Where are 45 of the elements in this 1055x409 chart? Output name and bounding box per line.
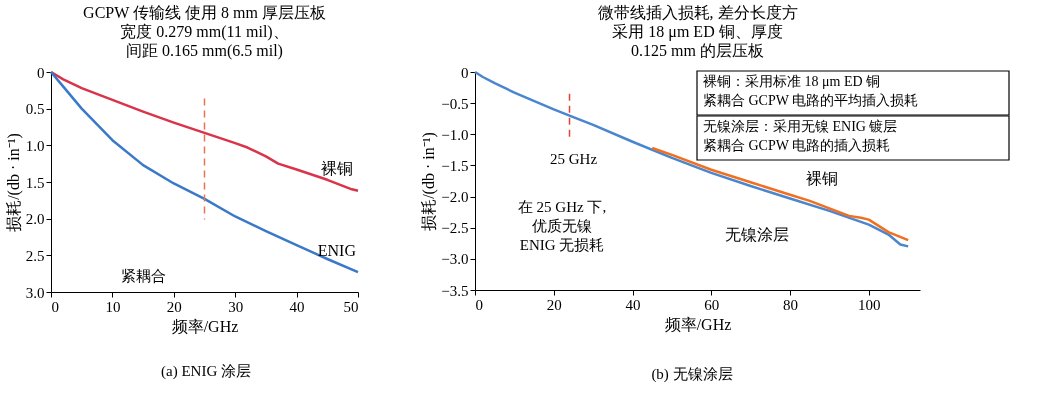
x-axis-title: 频率/GHz [171,317,239,335]
ref-line-label: 25 GHz [549,151,598,167]
y-tick-label: 2.0 [25,211,45,228]
series-label: ENIG [317,242,357,259]
annotation: 紧耦合 [120,268,166,284]
y-tick-label: 0 [37,64,45,81]
y-tick-label: −3.5 [441,282,469,299]
y-tick-label: −1.0 [441,126,469,143]
annotation: 无镍涂层：采用无镍 ENIG 镀层紧耦合 GCPW 电路的插入损耗 [703,119,898,153]
x-tick-label: 30 [228,298,244,315]
x-tick-label: 0 [475,296,483,313]
series-label: 裸铜 [806,170,838,187]
x-tick-label: 80 [783,296,799,313]
x-tick-label: 40 [625,296,641,313]
annotation: 裸铜：采用标准 18 μm ED 铜紧耦合 GCPW 电路的平均插入损耗 [703,74,919,108]
y-tick-label: 3.0 [25,284,45,301]
y-tick-label: −1.5 [441,157,469,174]
y-tick-label: 2.5 [25,247,45,264]
x-tick-label: 20 [166,298,182,315]
x-axis-title: 频率/GHz [664,315,732,333]
y-tick-label: −2.0 [441,189,469,206]
chart-title: 微带线插入损耗, 差分长度方采用 18 μm ED 铜、厚度0.125 mm 的层压板 [597,4,798,59]
y-tick-label: −3.0 [441,251,469,268]
y-axis-title: 损耗/(db · in⁻¹) [4,133,23,232]
x-tick-label: 20 [546,296,562,313]
y-axis-title: 损耗/(db · in⁻¹) [420,132,439,231]
y-tick-label: 0 [461,64,469,81]
line-series [49,70,360,193]
x-tick-label: 10 [105,298,121,315]
text: (b) 无镍涂层 [651,366,733,383]
series-label: 裸铜 [321,160,353,177]
y-tick-label: 1.5 [25,174,45,191]
y-tick-label: 0.5 [25,101,45,118]
y-tick-label: 1.0 [25,137,45,154]
x-tick-label: 50 [343,298,359,315]
annotation: 在 25 GHz 下, 优质无镍 ENIG 无损耗 [517,199,607,253]
x-tick-label: 100 [858,296,881,313]
y-tick-label: −0.5 [441,95,469,112]
text: (a) ENIG 涂层 [161,363,251,380]
y-tick-label: −2.5 [441,220,469,237]
chart-title: GCPW 传输线 使用 8 mm 厚层压板宽度 0.279 mm(11 mil)、间距 0.165 mm(6.5 mil) [83,4,326,60]
x-tick-label: 40 [289,298,305,315]
x-tick-label: 0 [51,298,59,315]
series-label: 无镍涂层 [725,226,789,243]
x-tick-label: 60 [704,296,720,313]
